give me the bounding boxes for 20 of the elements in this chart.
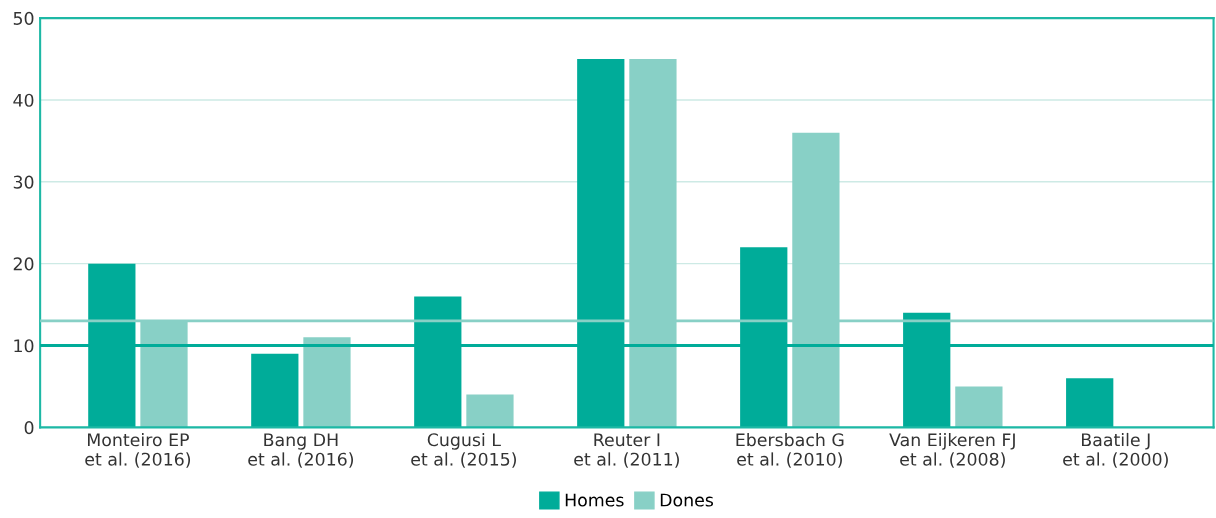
bar <box>955 386 1003 428</box>
x-tick-label: Cugusi L et al. (2015) <box>411 432 516 468</box>
y-tick-label: 20 <box>13 257 34 271</box>
x-tick-label: Van Eijkeren FJ et al. (2008) <box>889 432 1015 468</box>
x-tick-label: Baatile J et al. (2000) <box>1063 432 1168 468</box>
x-tick-label: Ebersbach G et al. (2010) <box>736 432 844 468</box>
bar <box>251 353 299 428</box>
y-tick-label: 40 <box>13 93 34 107</box>
x-tick-label: Bang DH et al. (2016) <box>248 433 354 468</box>
legend-label: Dones <box>660 493 714 507</box>
x-tick-label: Monteiro EP et al. (2016) <box>85 432 191 468</box>
y-tick-label: 10 <box>14 339 34 353</box>
y-tick-label: 0 <box>24 421 34 435</box>
bar <box>466 394 514 428</box>
x-tick-label: Reuter I et al. (2011) <box>574 433 679 468</box>
y-tick-label: 50 <box>13 11 34 25</box>
y-tick-label: 30 <box>13 175 34 189</box>
bar <box>1066 378 1114 428</box>
bar <box>303 337 351 428</box>
legend-label: Homes <box>565 493 624 507</box>
